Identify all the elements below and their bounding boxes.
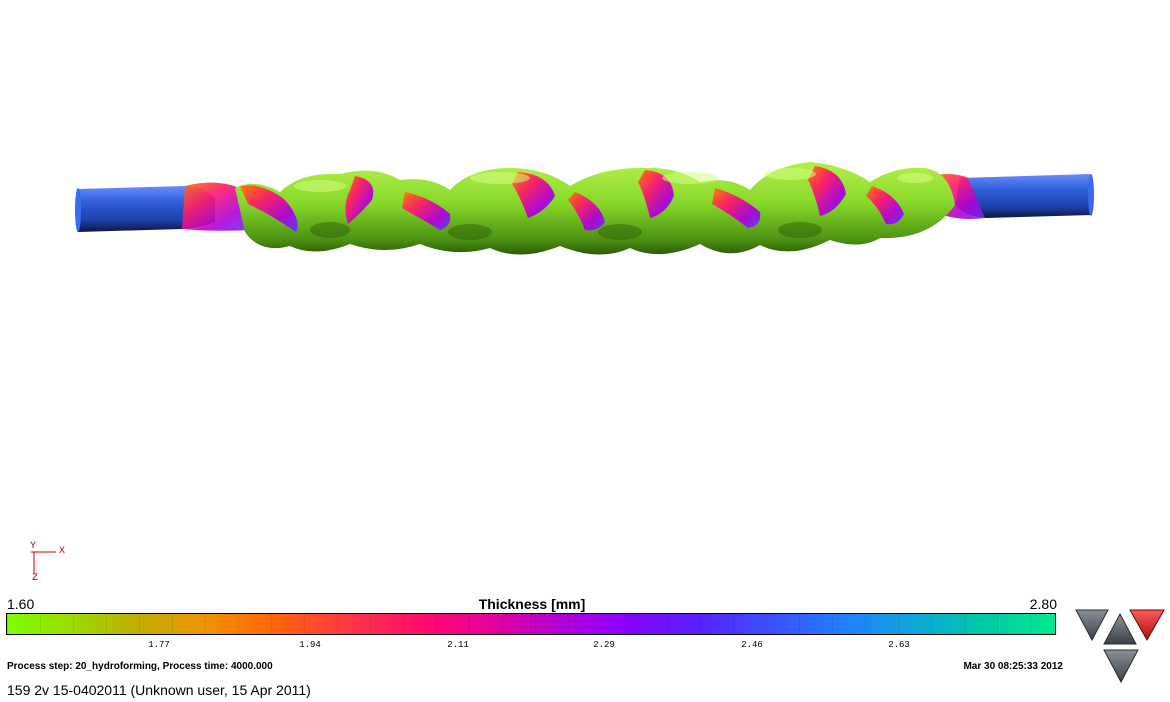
hydroformed-tube-model[interactable] [0,0,1170,540]
shadow-2 [448,224,492,240]
highlight-1 [294,180,346,192]
spiral-band-6 [638,170,674,218]
spiral-bands [240,166,904,232]
legend-title: Thickness [mm] [478,596,586,612]
transition-left [182,182,250,231]
3d-viewport[interactable] [0,0,1170,540]
surface-highlights [294,168,933,192]
tube-right-end [955,174,1092,218]
thickness-colorbar [6,613,1056,635]
spiral-band-5 [568,192,605,231]
view-navigation-cluster [1074,606,1166,686]
view-rotate-down-icon[interactable] [1103,649,1139,684]
axis-triad-lines [31,551,56,574]
view-rotate-up-icon[interactable] [1103,612,1137,645]
view-rotate-right-icon[interactable] [1129,609,1165,642]
colorbar-tick-5: 2.46 [741,640,763,650]
view-navigation-icons [1075,609,1165,684]
spiral-band-1 [240,185,298,232]
highlight-4 [764,168,816,180]
axis-triad: Y X Z [22,540,82,588]
shadow-1 [310,222,350,238]
spiral-band-4 [512,172,555,218]
colorbar-segments [7,614,1055,634]
highlight-2 [470,172,530,184]
colorbar-tick-1: 1.77 [148,640,170,650]
process-step-info: Process step: 20_hydroforming, Process t… [7,661,273,672]
colorbar-tick-3: 2.11 [447,640,469,650]
surface-shadows [310,222,822,240]
highlight-3 [662,172,718,184]
shadow-3 [598,224,642,240]
timestamp: Mar 30 08:25:33 2012 [963,661,1063,672]
tube-left-cap [75,188,81,232]
shadow-4 [778,222,822,238]
axis-z-label: Z [32,573,39,584]
colorbar-tick-2: 1.94 [299,640,321,650]
view-rotate-left-icon[interactable] [1075,609,1109,642]
spiral-band-2 [345,176,374,224]
model-info-footer: 159 2v 15-0402011 (Unknown user, 15 Apr … [7,682,311,698]
axis-x-label: X [59,546,66,557]
legend-min-value: 1.60 [7,596,35,612]
spiral-band-3 [402,192,451,230]
spiral-band-9 [866,186,904,225]
spiral-band-8 [808,166,846,216]
tube-left-end [78,186,215,232]
legend-max-value: 2.80 [1029,596,1057,612]
axis-y-label: Y [30,541,37,552]
spiral-band-7 [712,188,761,228]
colorbar-tick-4: 2.29 [593,640,615,650]
highlight-5 [897,173,933,183]
tube-right-cap [1088,174,1094,216]
colorbar-tick-6: 2.63 [888,640,910,650]
